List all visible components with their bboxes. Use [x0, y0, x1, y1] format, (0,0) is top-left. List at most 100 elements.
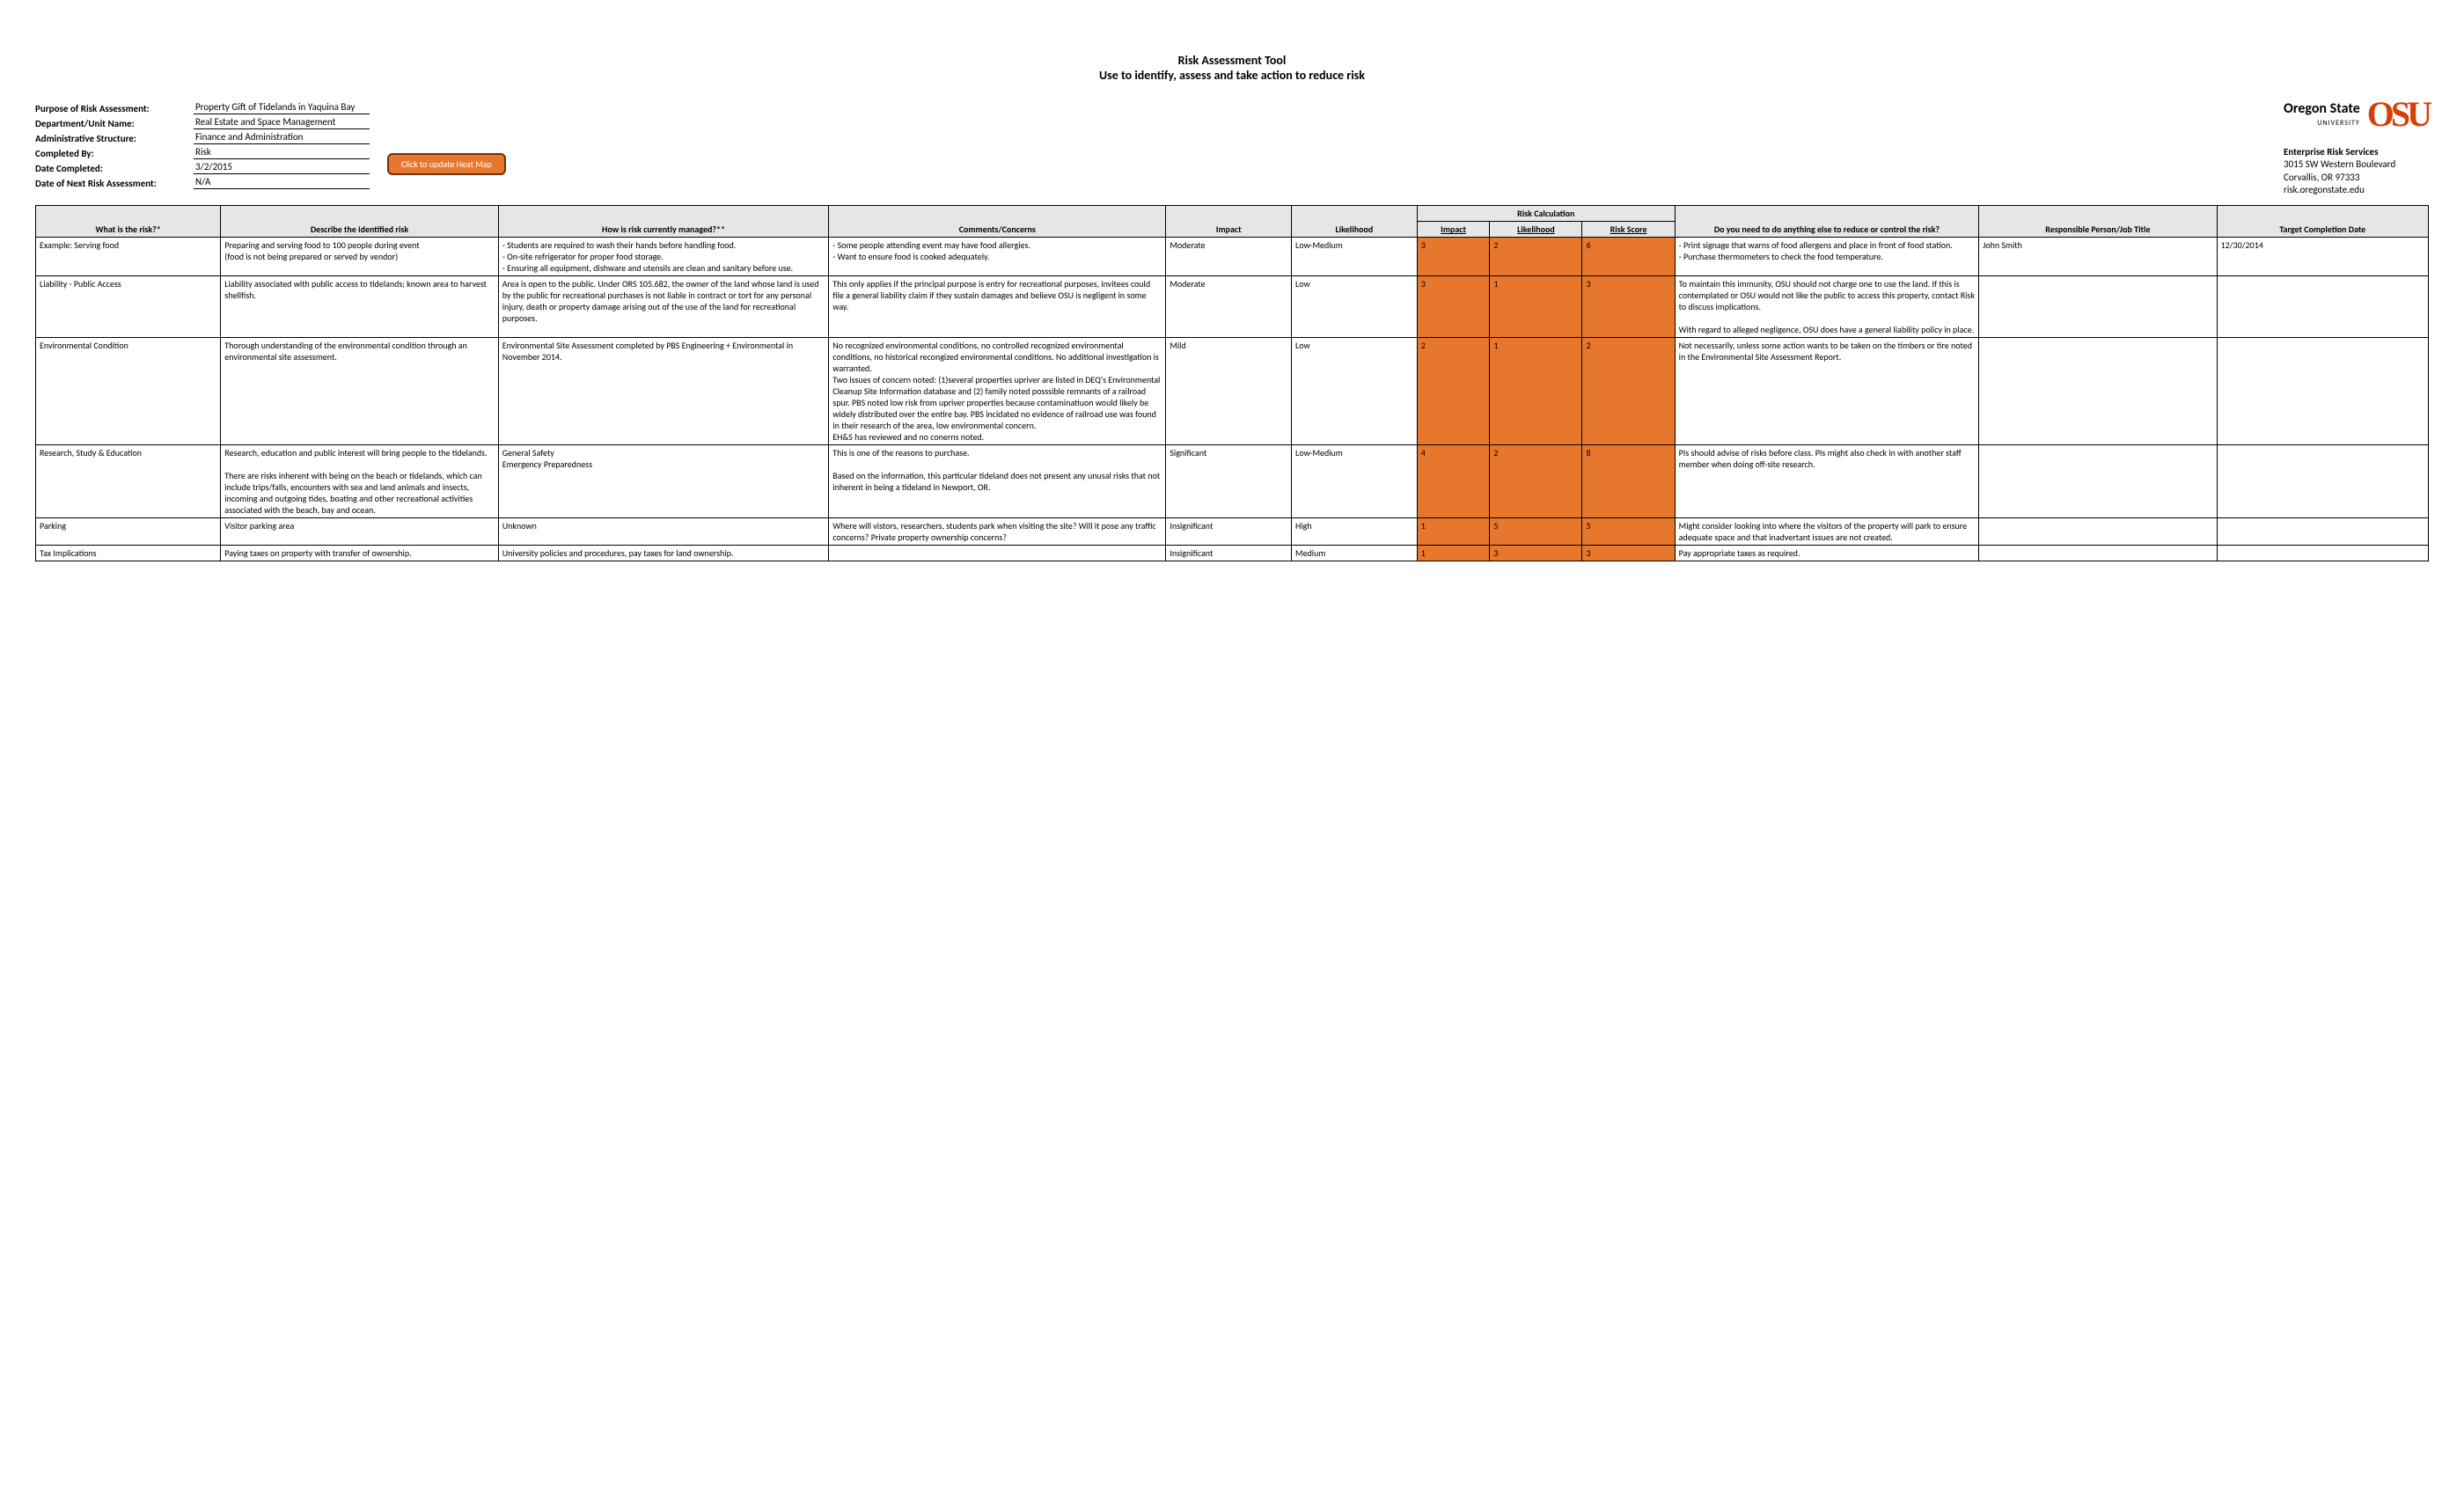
table-cell: 3: [1417, 238, 1490, 276]
col-header: Do you need to do anything else to reduc…: [1675, 206, 1979, 238]
table-cell: This is one of the reasons to purchase. …: [829, 445, 1166, 518]
table-cell: 1: [1417, 518, 1490, 546]
col-header: Target Completion Date: [2217, 206, 2428, 238]
metadata-value: Property Gift of Tidelands in Yaquina Ba…: [194, 100, 370, 114]
table-cell: 12/30/2014: [2217, 238, 2428, 276]
table-cell: Mild: [1166, 338, 1292, 445]
table-cell: Paying taxes on property with transfer o…: [221, 546, 498, 561]
metadata-row: Administrative Structure:Finance and Adm…: [35, 130, 370, 144]
table-cell: [2217, 546, 2428, 561]
metadata-value: N/A: [194, 175, 370, 189]
contact-web: risk.oregonstate.edu: [2284, 184, 2429, 196]
table-cell: Liability - Public Access: [36, 276, 221, 338]
metadata-label: Date of Next Risk Assessment:: [35, 178, 194, 189]
table-cell: [1979, 518, 2217, 546]
table-cell: 3: [1490, 546, 1582, 561]
table-cell: Preparing and serving food to 100 people…: [221, 238, 498, 276]
table-cell: John Smith: [1979, 238, 2217, 276]
table-cell: [1979, 546, 2217, 561]
table-cell: - Some people attending event may have f…: [829, 238, 1166, 276]
table-cell: [2217, 276, 2428, 338]
table-cell: Area is open to the public. Under ORS 10…: [498, 276, 829, 338]
metadata-row: Date of Next Risk Assessment:N/A: [35, 175, 370, 189]
table-cell: 1: [1417, 546, 1490, 561]
title-line2: Use to identify, assess and take action …: [35, 68, 2429, 83]
table-row: Environmental ConditionThorough understa…: [36, 338, 2429, 445]
table-head: What is the risk?* Describe the identifi…: [36, 206, 2429, 238]
table-cell: Tax Implications: [36, 546, 221, 561]
table-row: ParkingVisitor parking areaUnknownWhere …: [36, 518, 2429, 546]
table-cell: PIs should advise of risks before class.…: [1675, 445, 1979, 518]
metadata-label: Date Completed:: [35, 163, 194, 174]
table-cell: - Students are required to wash their ha…: [498, 238, 829, 276]
contact-dept: Enterprise Risk Services: [2284, 146, 2429, 158]
metadata-label: Purpose of Risk Assessment:: [35, 103, 194, 114]
col-header: Impact: [1417, 222, 1490, 238]
col-header: Describe the identified risk: [221, 206, 498, 238]
table-cell: 3: [1582, 546, 1675, 561]
col-group-header: Risk Calculation: [1417, 206, 1675, 222]
table-cell: Research, education and public interest …: [221, 445, 498, 518]
table-cell: Low: [1292, 276, 1418, 338]
col-header: Likelihood: [1292, 206, 1418, 238]
col-header: What is the risk?*: [36, 206, 221, 238]
metadata-label: Completed By:: [35, 148, 194, 159]
table-cell: 6: [1582, 238, 1675, 276]
title-line1: Risk Assessment Tool: [35, 53, 2429, 68]
metadata-row: Date Completed:3/2/2015: [35, 160, 370, 174]
contact-addr2: Corvallis, OR 97333: [2284, 172, 2429, 184]
table-cell: Insignificant: [1166, 546, 1292, 561]
logo-subtext: UNIVERSITY: [2284, 119, 2360, 128]
table-cell: General Safety Emergency Preparedness: [498, 445, 829, 518]
table-cell: Example: Serving food: [36, 238, 221, 276]
table-cell: Visitor parking area: [221, 518, 498, 546]
contact-addr1: 3015 SW Western Boulevard: [2284, 158, 2429, 171]
table-cell: 2: [1490, 445, 1582, 518]
col-header: Likelihood: [1490, 222, 1582, 238]
table-cell: 5: [1490, 518, 1582, 546]
table-cell: Significant: [1166, 445, 1292, 518]
table-cell: 2: [1417, 338, 1490, 445]
table-cell: No recognized environmental conditions, …: [829, 338, 1166, 445]
table-row: Liability - Public AccessLiability assoc…: [36, 276, 2429, 338]
table-cell: 2: [1582, 338, 1675, 445]
osu-wordmark-icon: OSU: [2367, 100, 2429, 128]
table-cell: Not necessarily, unless some action want…: [1675, 338, 1979, 445]
table-cell: 1: [1490, 276, 1582, 338]
table-cell: Moderate: [1166, 276, 1292, 338]
metadata-label: Department/Unit Name:: [35, 118, 194, 129]
table-body: Example: Serving foodPreparing and servi…: [36, 238, 2429, 561]
table-cell: Research, Study & Education: [36, 445, 221, 518]
logo-contact-block: Oregon State UNIVERSITY OSU Enterprise R…: [2284, 100, 2429, 196]
metadata-value: Risk: [194, 145, 370, 159]
table-cell: [2217, 338, 2428, 445]
update-heatmap-button[interactable]: Click to update Heat Map: [387, 153, 506, 175]
table-cell: This only applies if the principal purpo…: [829, 276, 1166, 338]
osu-logo: Oregon State UNIVERSITY OSU: [2284, 100, 2429, 128]
table-cell: Moderate: [1166, 238, 1292, 276]
table-cell: Medium: [1292, 546, 1418, 561]
table-cell: Environmental Site Assessment completed …: [498, 338, 829, 445]
table-cell: [1979, 445, 2217, 518]
metadata-row: Completed By:Risk: [35, 145, 370, 159]
col-header: Responsible Person/Job Title: [1979, 206, 2217, 238]
risk-table: What is the risk?* Describe the identifi…: [35, 205, 2429, 561]
table-cell: Might consider looking into where the vi…: [1675, 518, 1979, 546]
table-cell: To maintain this immunity, OSU should no…: [1675, 276, 1979, 338]
table-cell: Environmental Condition: [36, 338, 221, 445]
table-cell: [1979, 338, 2217, 445]
header-area: Purpose of Risk Assessment:Property Gift…: [35, 100, 2429, 196]
table-cell: 2: [1490, 238, 1582, 276]
table-cell: Parking: [36, 518, 221, 546]
table-cell: Low-Medium: [1292, 445, 1418, 518]
table-cell: 5: [1582, 518, 1675, 546]
table-cell: 3: [1582, 276, 1675, 338]
table-cell: Liability associated with public access …: [221, 276, 498, 338]
col-header: Impact: [1166, 206, 1292, 238]
table-cell: High: [1292, 518, 1418, 546]
table-cell: Low: [1292, 338, 1418, 445]
table-cell: [2217, 445, 2428, 518]
metadata-value: Finance and Administration: [194, 130, 370, 144]
metadata-row: Department/Unit Name:Real Estate and Spa…: [35, 115, 370, 129]
table-row: Research, Study & EducationResearch, edu…: [36, 445, 2429, 518]
